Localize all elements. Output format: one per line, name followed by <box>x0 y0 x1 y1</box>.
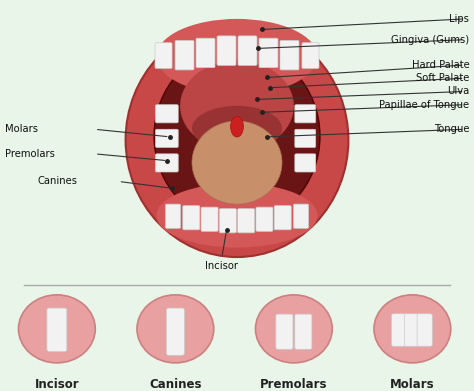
Text: Molars: Molars <box>390 378 435 391</box>
FancyBboxPatch shape <box>392 314 407 346</box>
Text: Incisor: Incisor <box>205 261 238 271</box>
Text: Canines: Canines <box>38 176 78 187</box>
FancyBboxPatch shape <box>155 43 172 68</box>
FancyBboxPatch shape <box>183 206 200 230</box>
FancyBboxPatch shape <box>295 129 316 147</box>
FancyBboxPatch shape <box>155 154 178 172</box>
FancyBboxPatch shape <box>237 209 255 233</box>
FancyBboxPatch shape <box>276 314 293 349</box>
Ellipse shape <box>192 106 282 151</box>
Text: Tongue: Tongue <box>434 124 469 134</box>
Text: Premolars: Premolars <box>260 378 328 391</box>
FancyBboxPatch shape <box>295 154 316 172</box>
Ellipse shape <box>230 116 244 137</box>
Ellipse shape <box>374 295 451 363</box>
FancyBboxPatch shape <box>274 206 291 230</box>
FancyBboxPatch shape <box>417 314 432 346</box>
Text: Hard Palate: Hard Palate <box>411 60 469 70</box>
Ellipse shape <box>156 183 318 248</box>
FancyBboxPatch shape <box>302 43 319 68</box>
Ellipse shape <box>156 19 318 95</box>
Text: Papillae of Tongue: Papillae of Tongue <box>379 100 469 110</box>
Ellipse shape <box>154 47 320 225</box>
Ellipse shape <box>255 295 332 363</box>
FancyBboxPatch shape <box>259 38 278 68</box>
Ellipse shape <box>192 121 282 204</box>
FancyBboxPatch shape <box>47 308 67 352</box>
FancyBboxPatch shape <box>293 204 309 228</box>
Text: Molars: Molars <box>5 124 38 134</box>
FancyBboxPatch shape <box>219 209 237 233</box>
Text: Lips: Lips <box>449 14 469 24</box>
Text: Soft Palate: Soft Palate <box>416 73 469 83</box>
FancyBboxPatch shape <box>404 314 419 346</box>
Ellipse shape <box>137 295 214 363</box>
FancyBboxPatch shape <box>155 105 178 123</box>
Ellipse shape <box>126 23 348 257</box>
Text: Ulva: Ulva <box>447 86 469 97</box>
Text: Gingiva (Gums): Gingiva (Gums) <box>391 35 469 45</box>
Text: Premolars: Premolars <box>5 149 55 159</box>
Ellipse shape <box>180 61 294 151</box>
FancyBboxPatch shape <box>256 207 273 231</box>
FancyBboxPatch shape <box>196 38 215 68</box>
FancyBboxPatch shape <box>165 204 181 228</box>
FancyBboxPatch shape <box>175 40 194 70</box>
FancyBboxPatch shape <box>295 105 316 123</box>
Text: Canines: Canines <box>149 378 201 391</box>
FancyBboxPatch shape <box>295 314 312 349</box>
FancyBboxPatch shape <box>155 129 178 147</box>
FancyBboxPatch shape <box>201 207 218 231</box>
Ellipse shape <box>18 295 95 363</box>
FancyBboxPatch shape <box>280 40 299 70</box>
FancyBboxPatch shape <box>217 36 236 65</box>
FancyBboxPatch shape <box>166 308 184 355</box>
FancyBboxPatch shape <box>238 36 257 65</box>
Text: Incisor: Incisor <box>35 378 79 391</box>
